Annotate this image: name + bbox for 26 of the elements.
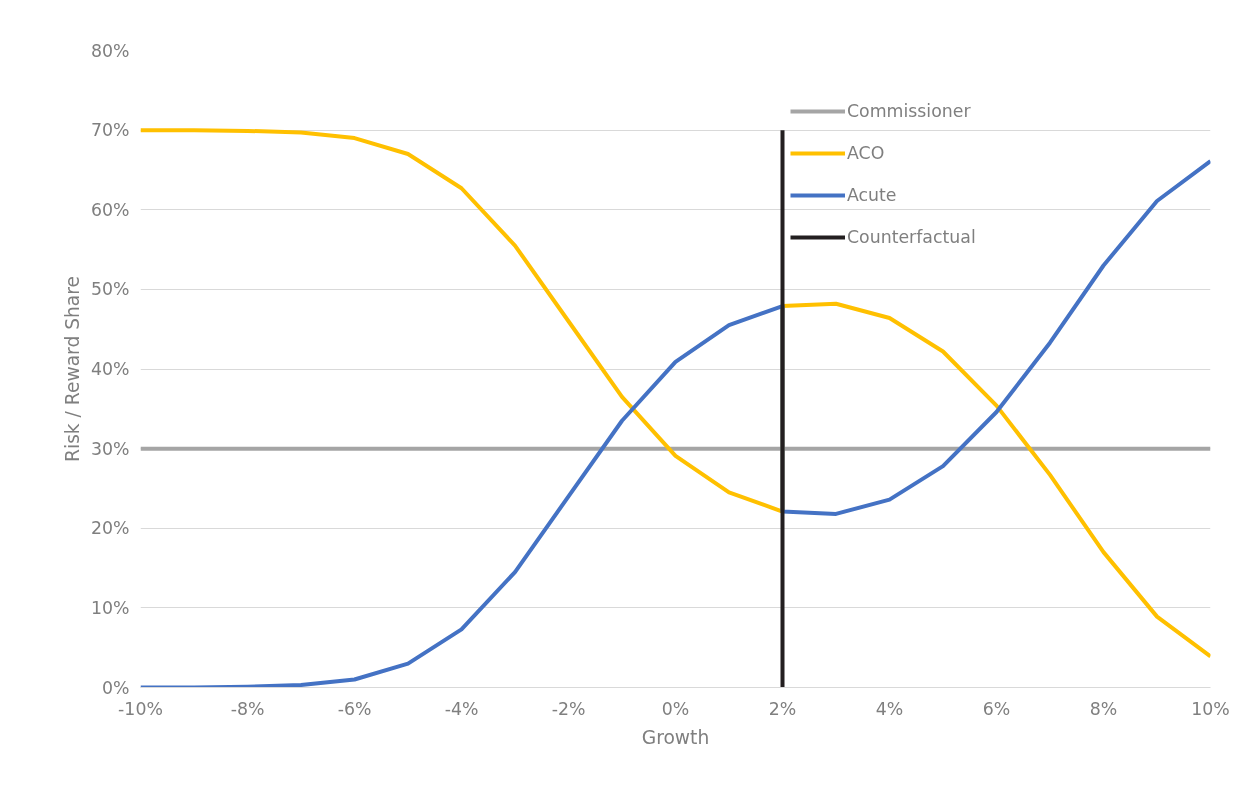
y-tick-label: 0%	[102, 677, 130, 698]
legend-label: Counterfactual	[847, 227, 976, 247]
x-tick-label: -8%	[230, 698, 265, 719]
x-axis-title: Growth	[641, 726, 710, 748]
x-tick-label: 10%	[1191, 698, 1230, 719]
x-tick-label: 2%	[768, 698, 797, 719]
y-tick-label: 80%	[90, 40, 130, 61]
x-tick-label: 8%	[1089, 698, 1118, 719]
y-tick-label: 40%	[90, 359, 130, 379]
y-tick-label: 10%	[90, 597, 130, 618]
x-tick-label: 0%	[661, 698, 690, 719]
legend-label: Acute	[847, 185, 897, 205]
y-axis-title: Risk / Reward Share	[61, 275, 83, 463]
y-tick-label: 50%	[90, 279, 130, 300]
y-tick-label: 20%	[90, 518, 130, 539]
legend-label: ACO	[847, 143, 885, 163]
x-tick-label: 6%	[982, 698, 1011, 719]
x-tick-label: -6%	[337, 698, 372, 719]
x-tick-label: -10%	[118, 698, 163, 719]
x-tick-label: -2%	[551, 698, 586, 719]
legend-label: Commissioner	[847, 101, 971, 121]
x-tick-label: -4%	[444, 698, 479, 719]
y-tick-label: 70%	[90, 120, 130, 141]
y-tick-label: 60%	[90, 199, 130, 220]
x-tick-label: 4%	[875, 698, 904, 719]
y-tick-label: 30%	[90, 438, 130, 459]
